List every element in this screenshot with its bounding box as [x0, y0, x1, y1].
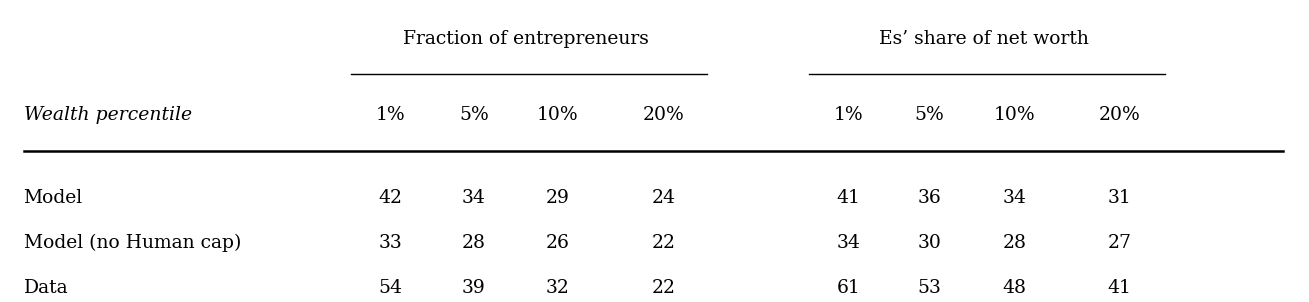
- Text: 33: 33: [378, 234, 402, 252]
- Text: Es’ share of net worth: Es’ share of net worth: [880, 30, 1089, 48]
- Text: 29: 29: [546, 189, 569, 207]
- Text: 31: 31: [1107, 189, 1131, 207]
- Text: 41: 41: [836, 189, 860, 207]
- Text: 26: 26: [546, 234, 569, 252]
- Text: 27: 27: [1107, 234, 1131, 252]
- Text: Fraction of entrepreneurs: Fraction of entrepreneurs: [403, 30, 649, 48]
- Text: 34: 34: [1003, 189, 1026, 207]
- Text: 34: 34: [462, 189, 486, 207]
- Text: 34: 34: [836, 234, 860, 252]
- Text: 54: 54: [378, 279, 402, 297]
- Text: 24: 24: [652, 189, 675, 207]
- Text: 1%: 1%: [834, 106, 863, 124]
- Text: 5%: 5%: [459, 106, 488, 124]
- Text: 28: 28: [462, 234, 486, 252]
- Text: Wealth percentile: Wealth percentile: [24, 106, 191, 124]
- Text: 39: 39: [462, 279, 486, 297]
- Text: 5%: 5%: [915, 106, 944, 124]
- Text: 36: 36: [918, 189, 941, 207]
- Text: 48: 48: [1003, 279, 1026, 297]
- Text: 32: 32: [546, 279, 569, 297]
- Text: Model (no Human cap): Model (no Human cap): [24, 234, 241, 252]
- Text: 20%: 20%: [1098, 106, 1140, 124]
- Text: 28: 28: [1003, 234, 1026, 252]
- Text: 42: 42: [378, 189, 402, 207]
- Text: 22: 22: [652, 234, 675, 252]
- Text: 22: 22: [652, 279, 675, 297]
- Text: Model: Model: [24, 189, 82, 207]
- Text: 20%: 20%: [643, 106, 685, 124]
- Text: 41: 41: [1107, 279, 1131, 297]
- Text: 10%: 10%: [994, 106, 1035, 124]
- Text: 61: 61: [836, 279, 860, 297]
- Text: 53: 53: [918, 279, 941, 297]
- Text: Data: Data: [24, 279, 68, 297]
- Text: 10%: 10%: [537, 106, 579, 124]
- Text: 1%: 1%: [376, 106, 404, 124]
- Text: 30: 30: [918, 234, 941, 252]
